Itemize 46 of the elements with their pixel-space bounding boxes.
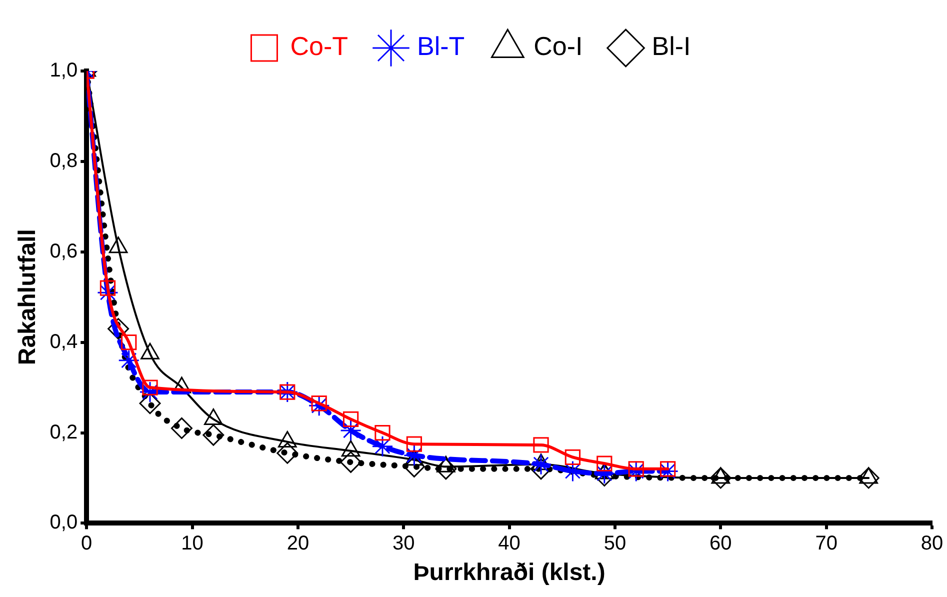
- point: [372, 436, 394, 458]
- point: [530, 454, 552, 476]
- point: [660, 461, 676, 477]
- point: [628, 461, 644, 477]
- point: [406, 436, 422, 452]
- legend-label: Bl-I: [652, 31, 691, 62]
- x-tick-label: 20: [286, 532, 310, 555]
- point: [342, 411, 359, 428]
- point: [340, 451, 362, 473]
- legend-label: Co-I: [534, 31, 583, 62]
- y-tick-label: 0,6: [50, 240, 78, 262]
- x-tick-label: 80: [920, 532, 944, 555]
- legend-label: Bl-T: [417, 31, 465, 62]
- y-tick-label: 0,8: [50, 150, 78, 172]
- point: [170, 417, 192, 439]
- point: [533, 437, 549, 453]
- point: [564, 449, 581, 465]
- point: [121, 334, 137, 350]
- x-tick-label: 60: [710, 532, 732, 555]
- point: [340, 420, 362, 442]
- point: [142, 380, 158, 396]
- point: [710, 467, 732, 489]
- y-tick-label: 0,0: [50, 512, 78, 534]
- x-tick-label: 40: [498, 532, 520, 555]
- x-tick-label: 10: [181, 532, 204, 555]
- point: [118, 350, 140, 372]
- point: [276, 442, 298, 464]
- x-tick-label: 50: [604, 532, 626, 555]
- point: [435, 458, 457, 480]
- point: [139, 392, 161, 414]
- legend-label: Co-T: [290, 31, 348, 62]
- y-tick-label: 0,4: [50, 330, 78, 353]
- y-tick-label: 1,0: [50, 60, 78, 82]
- point: [403, 444, 425, 466]
- point: [596, 456, 612, 472]
- x-tick-label: 30: [392, 532, 415, 555]
- y-axis-title: Rakahlutfall: [14, 229, 42, 366]
- point: [108, 318, 130, 340]
- x-tick-label: 0: [81, 532, 92, 555]
- x-tick-label: 70: [815, 532, 838, 555]
- point: [202, 424, 224, 446]
- point: [311, 396, 327, 412]
- point: [100, 280, 116, 296]
- x-axis-title: Þurrkhraði (klst.): [413, 559, 606, 586]
- point: [374, 424, 390, 441]
- y-tick-label: 0,2: [50, 421, 78, 444]
